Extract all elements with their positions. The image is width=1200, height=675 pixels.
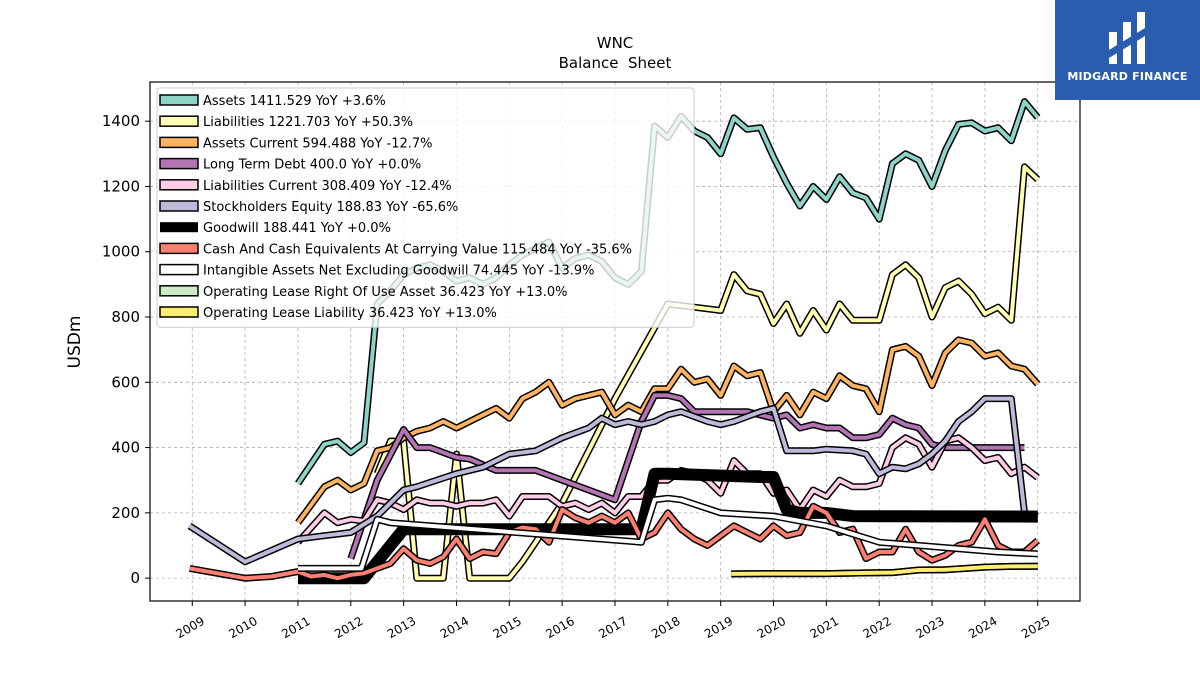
legend-swatch [159,136,199,149]
series-7 [188,502,1040,582]
x-tick-label: 2010 [226,614,259,641]
legend-label: Liabilities Current 308.409 YoY -12.4% [203,179,452,194]
x-tick-label: 2016 [543,614,576,641]
legend-swatch [159,242,199,255]
series-line [375,164,1040,581]
y-axis: 0 200 400 600 800 1000 1200 1400 [102,112,150,587]
x-tick-label: 2014 [438,614,471,641]
legend-label: Operating Lease Liability 36.423 YoY +13… [203,306,497,321]
y-tick-label: 0 [130,569,140,587]
chart-title: WNC [597,34,634,52]
legend-label: Assets Current 594.488 YoY -12.7% [203,136,433,151]
legend-label: Cash And Cash Equivalents At Carrying Va… [203,242,632,257]
x-axis: 2009 2010 2011 2012 2013 2014 2015 2016 2017 2018… [174,601,1052,641]
y-tick-label: 1200 [102,177,140,195]
y-tick-label: 800 [111,308,140,326]
legend-label: Assets 1411.529 YoY +3.6% [203,94,386,109]
legend-swatch [159,306,199,318]
x-tick-label: 2011 [279,614,312,641]
midgard-logo-icon [1109,12,1145,64]
x-tick-label: 2020 [755,614,788,641]
legend-swatch [159,200,199,212]
series-3 [347,391,1025,560]
x-tick-label: 2025 [1019,614,1052,641]
x-tick-label: 2019 [702,614,735,641]
x-tick-label: 2021 [808,614,841,641]
x-tick-label: 2022 [860,614,893,641]
x-tick-label: 2023 [913,614,946,641]
y-tick-label: 600 [111,373,140,391]
legend: Assets 1411.529 YoY +3.6% Liabilities 122… [156,87,695,328]
series-1 [373,163,1041,582]
y-tick-label: 1000 [102,243,140,261]
series-line [296,337,1040,524]
legend-swatch [159,285,199,297]
y-axis-label: USDm [65,316,85,369]
legend-label: Intangible Assets Net Excluding Goodwill… [203,264,594,279]
x-tick-label: 2012 [332,614,365,641]
brand-logo: MIDGARD FINANCE [1055,0,1200,100]
logo-text: MIDGARD FINANCE [1067,70,1188,83]
series-5 [187,395,1039,566]
x-tick-label: 2015 [491,614,524,641]
series-line [298,496,1038,571]
legend-swatch [159,115,199,127]
x-tick-label: 2024 [966,614,999,641]
legend-swatch [160,222,198,233]
legend-swatch [159,179,199,191]
legend-swatch [159,94,199,106]
legend-swatch [159,263,199,276]
legend-label: Goodwill 188.441 YoY +0.0% [203,221,391,236]
x-tick-label: 2013 [385,614,418,641]
series-line [189,504,1040,581]
series-10 [731,562,1038,578]
y-tick-label: 200 [111,504,140,522]
series-line [348,393,1025,560]
y-tick-label: 1400 [102,112,140,130]
series-line [188,396,1039,564]
legend-label: Liabilities 1221.703 YoY +50.3% [203,115,413,130]
legend-label: Long Term Debt 400.0 YoY +0.0% [203,158,421,173]
chart-subtitle: Balance Sheet [559,54,672,72]
legend-box [156,87,695,328]
series-line [731,564,1038,576]
x-tick-label: 2017 [596,614,629,641]
legend-label: Operating Lease Right Of Use Asset 36.42… [203,285,567,300]
legend-swatch [159,157,199,170]
x-tick-label: 2018 [649,614,682,641]
y-tick-label: 400 [111,439,140,457]
x-tick-label: 2009 [174,614,207,641]
series-8 [298,494,1038,572]
legend-label: Stockholders Equity 188.83 YoY -65.6% [203,200,458,215]
series-2 [295,336,1041,525]
